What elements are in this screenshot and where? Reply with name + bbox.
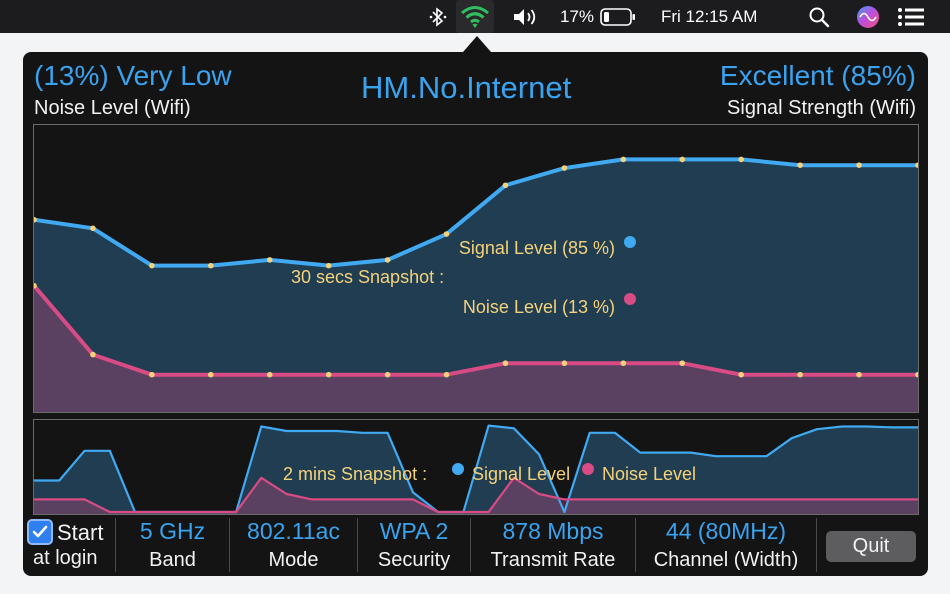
noise-point (149, 371, 155, 378)
noise-point (443, 371, 450, 378)
channel-label: Channel (Width) (653, 549, 799, 571)
divider (229, 518, 230, 572)
security-value: WPA 2 (379, 518, 449, 544)
signal-label: Signal Strength (Wifi) (727, 97, 916, 119)
battery-percent: 17% (560, 6, 595, 26)
app-title: HM.No.Internet (361, 70, 572, 105)
security-label: Security (377, 549, 451, 571)
signal-point (90, 225, 96, 232)
noise-point (266, 371, 273, 378)
menu-bar: 17% Fri 12:15 AM (0, 0, 950, 33)
signal-value: Excellent (85%) (719, 60, 916, 91)
mode-label: Mode (268, 549, 319, 571)
security-stat: WPA 2 Security (358, 516, 470, 576)
signal-point (266, 257, 273, 263)
noise-point (384, 371, 391, 378)
snapshot-30s-chart: 30 secs Snapshot : Signal Level (85 %) N… (31, 124, 921, 413)
noise-area (34, 285, 918, 412)
legend2-signal-dot (452, 463, 464, 475)
divider (357, 518, 358, 572)
signal-area (34, 159, 918, 412)
noise-point (502, 360, 509, 367)
signal-point (149, 262, 155, 269)
start-label[interactable]: Start (57, 520, 104, 545)
signal-point (561, 165, 568, 171)
noise-point (856, 371, 862, 378)
transmit-rate-label: Transmit Rate (490, 549, 616, 571)
snapshot-2m-svg: 2 mins Snapshot : Signal Level Noise Lev… (34, 424, 918, 514)
transmit-rate-value: 878 Mbps (502, 518, 604, 544)
signal-point (384, 257, 391, 263)
legend2-noise-label: Noise Level (602, 464, 696, 484)
signal-point (797, 162, 803, 168)
legend2-signal-label: Signal Level (472, 464, 570, 484)
battery-icon[interactable] (600, 0, 636, 33)
noise-point (797, 371, 803, 378)
divider (470, 518, 471, 572)
signal-point (856, 162, 862, 168)
at-login-label[interactable]: at login (33, 547, 98, 569)
divider (635, 518, 636, 572)
signal-point (738, 156, 744, 163)
noise-point (561, 360, 568, 367)
noise-value: (13%) Very Low (34, 60, 232, 91)
start-at-login-checkbox[interactable] (27, 519, 53, 545)
snapshot-2m-chart: 2 mins Snapshot : Signal Level Noise Lev… (33, 419, 919, 515)
signal-point (620, 156, 627, 163)
siri-icon[interactable] (856, 0, 880, 33)
mode-value: 802.11ac (247, 518, 340, 544)
mode-stat: 802.11ac Mode (230, 516, 357, 576)
snapshot-30s-label: 30 secs Snapshot : (291, 267, 444, 287)
channel-stat: 44 (80MHz) Channel (Width) (636, 516, 816, 576)
snapshot-30s-svg: 30 secs Snapshot : Signal Level (85 %) N… (31, 156, 921, 412)
divider (816, 518, 817, 572)
legend-signal-label: Signal Level (85 %) (459, 238, 615, 258)
legend-noise-dot (624, 293, 636, 305)
legend2-noise-dot (582, 463, 594, 475)
volume-icon[interactable] (512, 0, 540, 33)
noise-point (325, 371, 332, 378)
legend-noise-label: Noise Level (13 %) (463, 297, 615, 317)
signal-point (443, 231, 450, 237)
noise-point (620, 360, 627, 367)
signal-point (325, 262, 332, 269)
bluetooth-icon[interactable] (428, 0, 448, 33)
legend-signal-dot (624, 236, 636, 248)
noise-point (679, 360, 686, 367)
noise-line (32, 284, 918, 377)
signal-point (208, 262, 214, 269)
popover-panel (23, 52, 928, 576)
channel-value: 44 (80MHz) (665, 518, 787, 544)
noise-point (208, 371, 214, 378)
popover-caret (463, 36, 491, 52)
snapshot-2m-label: 2 mins Snapshot : (283, 464, 427, 484)
signal-point (679, 156, 686, 163)
band-value: 5 GHz (139, 518, 206, 544)
noise-line (34, 476, 918, 514)
spotlight-icon[interactable] (808, 0, 830, 33)
band-stat: 5 GHz Band (116, 516, 229, 576)
signal-line (33, 157, 918, 268)
noise-point (738, 371, 744, 378)
signal-point (502, 182, 509, 189)
wifi-icon[interactable] (456, 0, 494, 33)
transmit-rate-stat: 878 Mbps Transmit Rate (471, 516, 635, 576)
quit-button[interactable]: Quit (826, 531, 916, 562)
noise-label: Noise Level (Wifi) (34, 97, 191, 119)
list-icon[interactable] (897, 0, 925, 33)
divider (115, 518, 116, 572)
band-label: Band (149, 549, 196, 571)
noise-point (90, 351, 96, 358)
clock[interactable]: Fri 12:15 AM (661, 6, 758, 26)
